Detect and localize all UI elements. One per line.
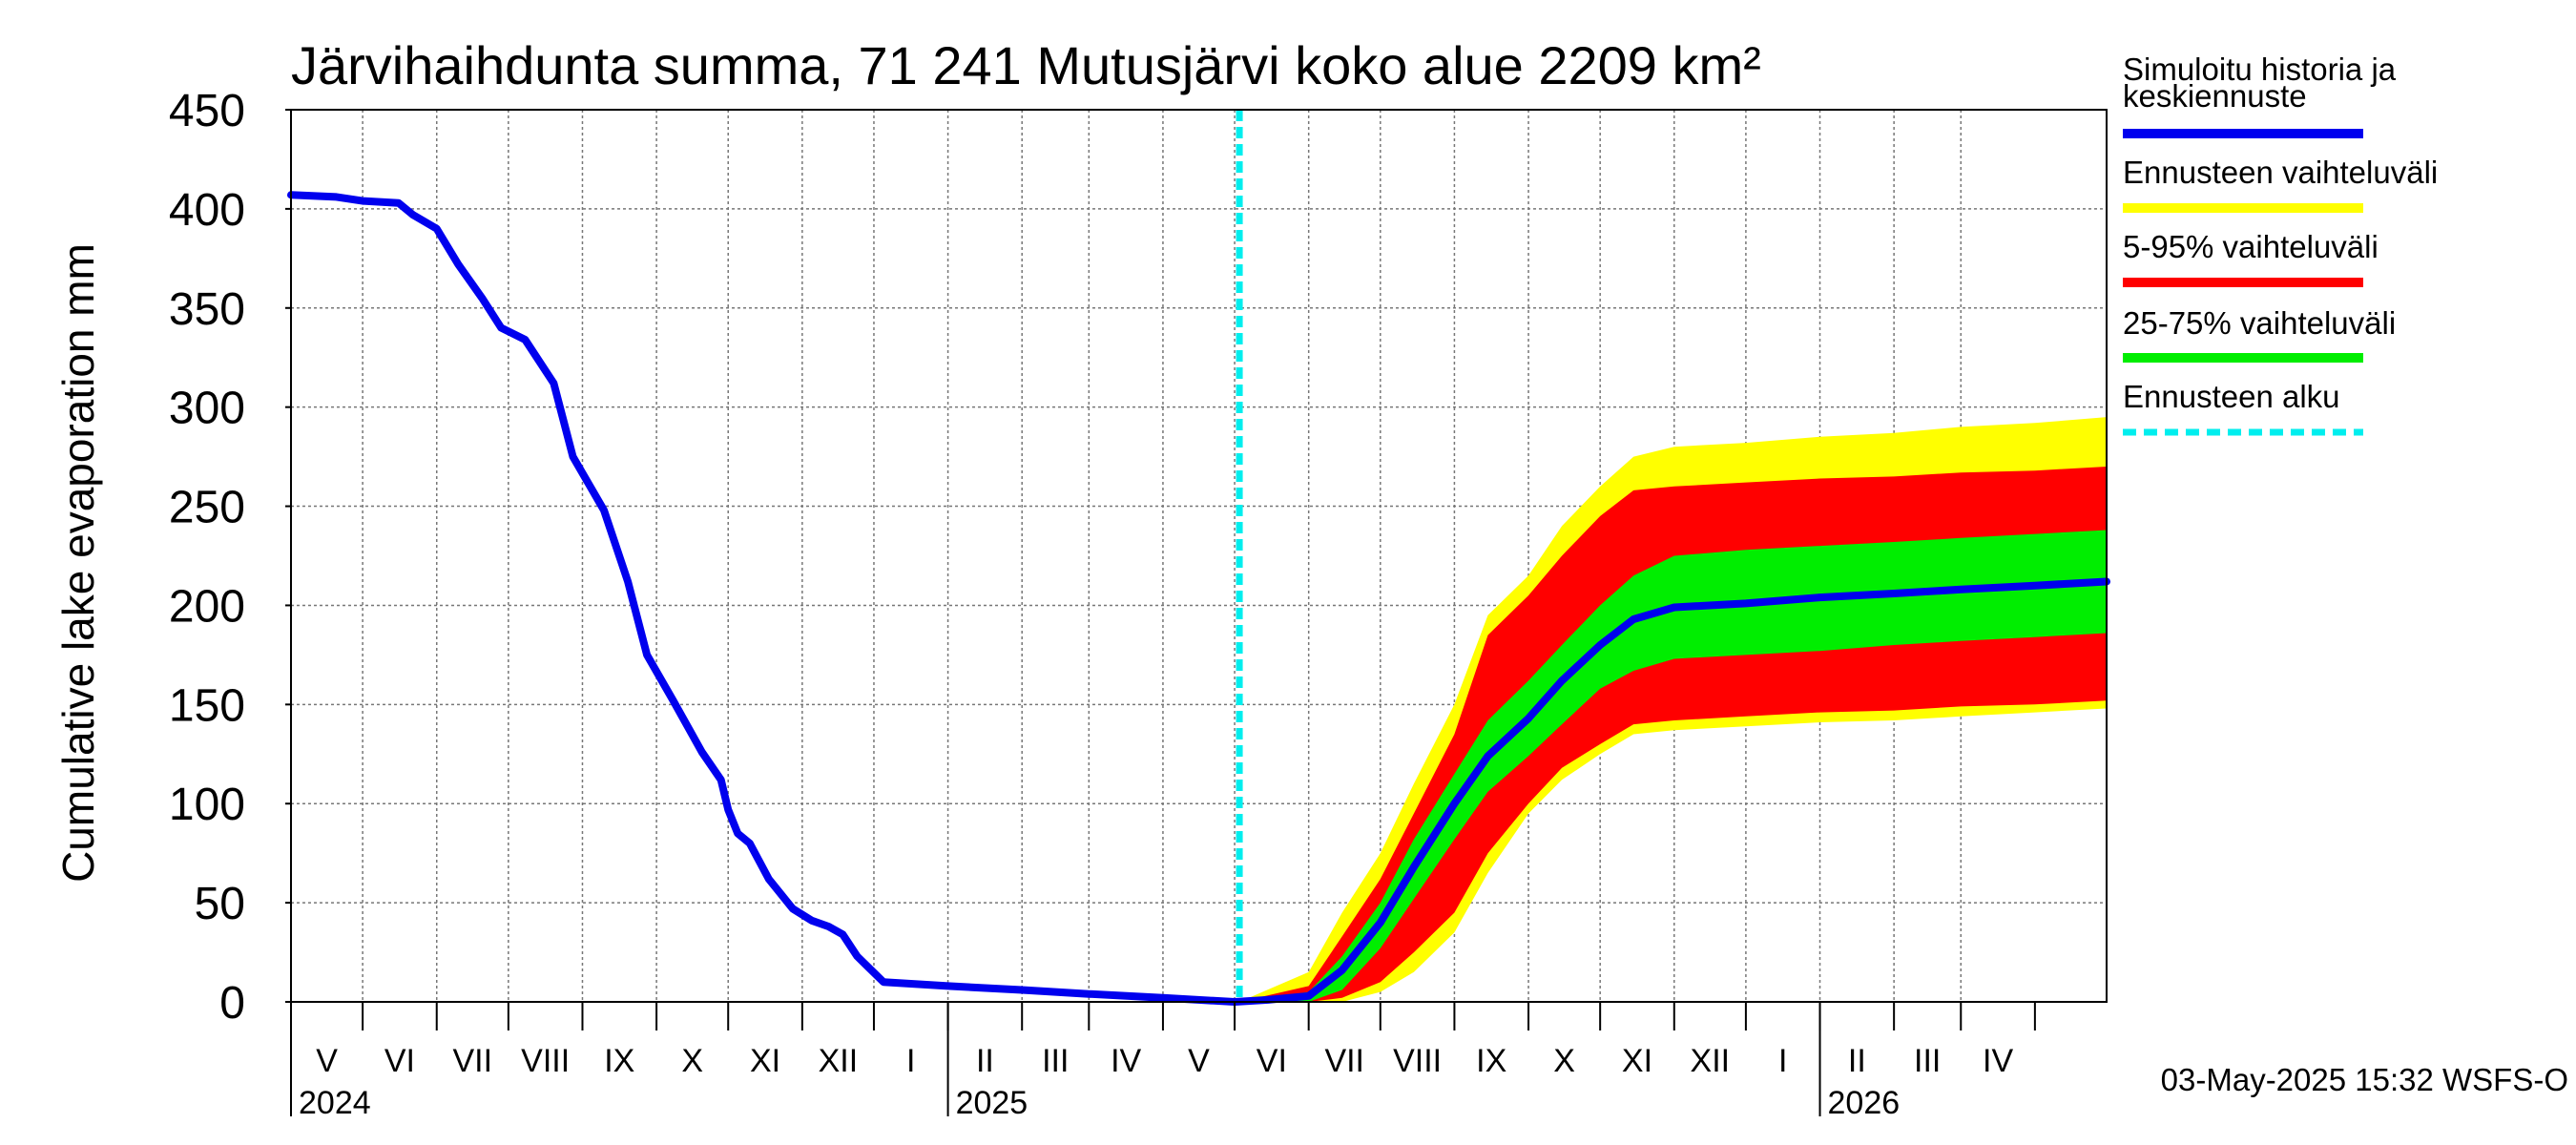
month-label: II: [976, 1043, 994, 1079]
month-label: IV: [1983, 1043, 2013, 1079]
month-label: V: [316, 1043, 338, 1079]
month-label: II: [1848, 1043, 1866, 1079]
month-label: III: [1914, 1043, 1941, 1079]
y-tick-labels: 0 50 100 150 200 250 300 350 400 450: [169, 86, 291, 1029]
y-tick-label: 250: [169, 483, 245, 533]
legend-label-sim: keskiennuste: [2123, 78, 2307, 114]
legend-label-sim: Simuloitu historia ja: [2123, 52, 2397, 87]
year-label: 2025: [956, 1085, 1028, 1121]
legend-label-p25_75: 25-75% vaihteluväli: [2123, 305, 2396, 341]
forecast-bands: [1239, 417, 2107, 1003]
band-25-75-vaihteluv-li: [1239, 530, 2107, 1002]
x-axis: V VI VII VIII IX X XI XII I II III IV V VI VII VIII IX X X…: [290, 1002, 2036, 1121]
y-tick-label: 350: [169, 284, 245, 335]
month-label: I: [1778, 1043, 1787, 1079]
month-label: VIII: [521, 1043, 570, 1079]
year-label: 2024: [299, 1085, 371, 1121]
month-label: XII: [1691, 1043, 1731, 1079]
legend-label-range: Ennusteen vaihteluväli: [2123, 155, 2438, 190]
month-label: IV: [1111, 1043, 1141, 1079]
legend-label-p5_95: 5-95% vaihteluväli: [2123, 229, 2379, 264]
y-tick-label: 300: [169, 384, 245, 434]
month-label: III: [1042, 1043, 1069, 1079]
y-tick-label: 400: [169, 185, 245, 236]
month-label: I: [906, 1043, 915, 1079]
month-label: XI: [750, 1043, 780, 1079]
plot-border: [290, 109, 2108, 1003]
month-label: IX: [1476, 1043, 1506, 1079]
month-label: VII: [1324, 1043, 1364, 1079]
y-tick-label: 100: [169, 780, 245, 830]
month-label: VII: [453, 1043, 493, 1079]
y-axis-label: Cumulative lake evaporation mm: [53, 243, 103, 883]
timestamp: 03-May-2025 15:32 WSFS-O: [2161, 1062, 2568, 1097]
y-tick-label: 450: [169, 86, 245, 136]
series-line-simulated: [287, 191, 2110, 1006]
y-tick-label: 50: [195, 879, 245, 929]
month-label: XII: [819, 1043, 859, 1079]
year-label: 2026: [1828, 1085, 1901, 1121]
legend-label-start: Ennusteen alku: [2123, 379, 2340, 414]
month-label: V: [1188, 1043, 1210, 1079]
chart-title: Järvihaihdunta summa, 71 241 Mutusjärvi …: [291, 35, 1761, 95]
month-label: X: [681, 1043, 703, 1079]
month-label: VI: [1257, 1043, 1287, 1079]
month-label: IX: [604, 1043, 634, 1079]
month-label: VIII: [1393, 1043, 1442, 1079]
y-tick-label: 200: [169, 581, 245, 632]
y-tick-label: 150: [169, 680, 245, 731]
month-label: X: [1553, 1043, 1575, 1079]
month-label: VI: [384, 1043, 415, 1079]
series-lines: [287, 110, 2110, 1006]
y-tick-label: 0: [219, 978, 245, 1029]
plot-frame: [290, 109, 2108, 1003]
month-label: XI: [1622, 1043, 1652, 1079]
